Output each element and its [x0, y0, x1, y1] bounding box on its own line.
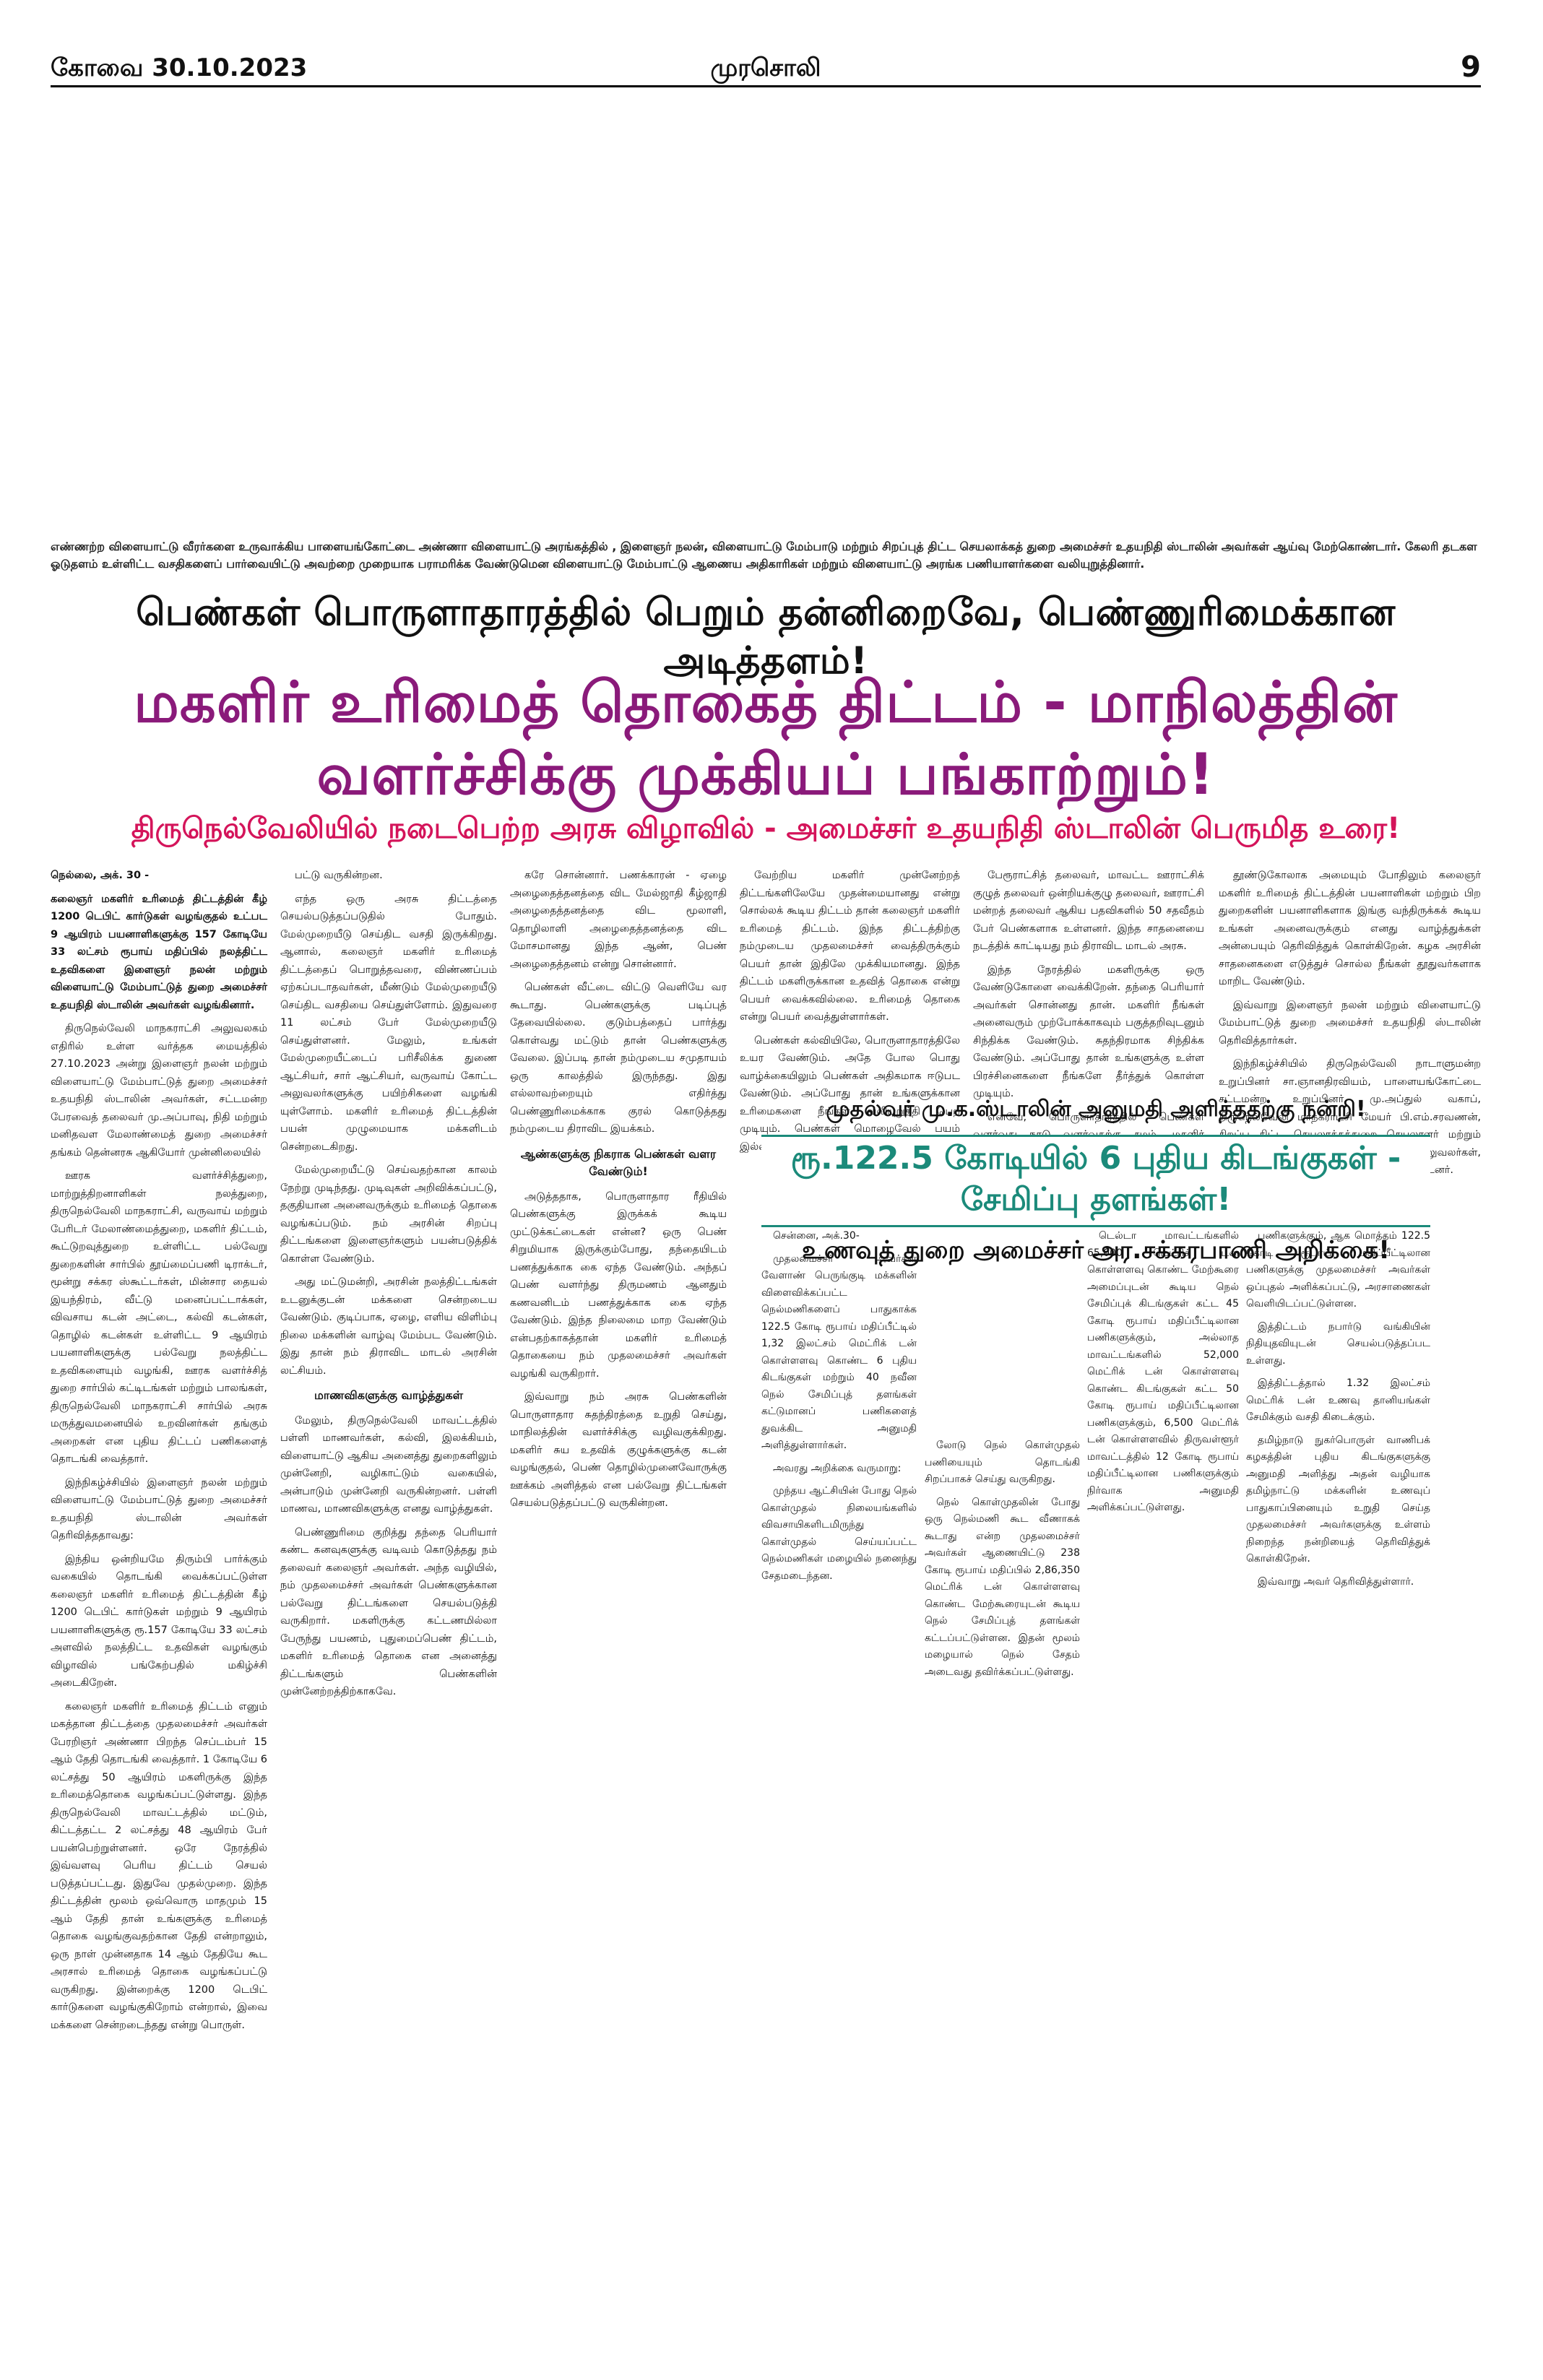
story-column-2: பட்டு வருகின்றன. எந்த ஒரு அரசு திட்டத்தை…: [280, 867, 497, 1707]
story-paragraph: லோடு நெல் கொள்முதல் பணியையும் தொடங்கி சி…: [925, 1440, 1080, 1485]
story-paragraph: பெண்கள் வீட்டை விட்டு வெளியே வர கூடாது. …: [510, 982, 727, 1135]
story-paragraph: திருநெல்வேலி மாநகராட்சி அலுவலகம் எதிரில்…: [51, 1023, 267, 1159]
story-paragraph: இந்நிகழ்ச்சியில் இளைஞர் நலன் மற்றும் விள…: [51, 1476, 267, 1542]
story-paragraph: பெண்கள் கல்வியிலே, பொருளாதாரத்திலே உயர வ…: [740, 1034, 960, 1153]
second-story-column-3: டெல்டா மாவட்டங்களில் 65,000 மெட்ரிக் டன்…: [1087, 1228, 1239, 1523]
story-paragraph: முந்தய ஆட்சியின் போது நெல் கொள்முதல் நில…: [761, 1485, 917, 1582]
story-paragraph: வேற்றிய மகளிர் முன்னேற்றத் திட்டங்களிலேய…: [740, 870, 960, 1023]
story-paragraph: பணிகளுக்கும், ஆக மொத்தம் 122.5 கோடி ரூபா…: [1246, 1230, 1430, 1310]
story-paragraph: இவ்வாறு அவர் தெரிவித்துள்ளார்.: [1258, 1575, 1414, 1588]
story-paragraph: முதலமைச்சர் அவர்கள் வேளாண் பெருங்குடி மக…: [761, 1252, 917, 1452]
story-paragraph: இந்த நேரத்தில் மகளிருக்கு ஒரு வேண்டுகோளை…: [973, 964, 1204, 1100]
story-paragraph: நெல் கொள்முதலின் போது ஒரு நெல்மணி கூட வீ…: [925, 1496, 1080, 1678]
city-date: கோவை 30.10.2023: [51, 53, 308, 82]
story-paragraph: பேரூராட்சித் தலைவர், மாவட்ட ஊராட்சிக் கு…: [973, 870, 1204, 952]
story-paragraph: கரே சொன்னார். பணக்காரன் - ஏழை அழைதைத்தனத…: [510, 870, 727, 970]
second-story-headline: ரூ.122.5 கோடியில் 6 புதிய கிடங்குகள் - ச…: [761, 1135, 1430, 1227]
section-subhead: ஆண்களுக்கு நிகராக பெண்கள் வளர வேண்டும்!: [520, 1146, 717, 1179]
story-paragraph: இவ்வாறு நம் அரசு பெண்களின் பொருளாதார சுத…: [510, 1391, 727, 1509]
story-paragraph: தூண்டுகோலாக அமையும் போதிலும் கலைஞர் மகளி…: [1219, 870, 1481, 987]
section-subhead: மாணவிகளுக்கு வாழ்த்துகள்: [314, 1388, 464, 1402]
story-paragraph: கலைஞர் மகளிர் உரிமைத் திட்டம் எனும் மகத்…: [51, 1700, 267, 2031]
second-story-column-1: சென்னை, அக்.30- முதலமைச்சர் அவர்கள் வேளா…: [761, 1228, 917, 1591]
story-column-4: வேற்றிய மகளிர் முன்னேற்றத் திட்டங்களிலேய…: [740, 867, 960, 1161]
story-paragraph: இத்திட்டத்தால் 1.32 இலட்சம் மெட்ரிக் டன்…: [1246, 1377, 1430, 1423]
story-column-3: கரே சொன்னார். பணக்காரன் - ஏழை அழைதைத்தனத…: [510, 867, 727, 1518]
story-paragraph: ஊரக வளர்ச்சித்துறை, மாற்றுத்திறனாளிகள் ந…: [51, 1170, 267, 1465]
story-paragraph: அடுத்ததாக, பொருளாதார ரீதியில் பெண்களுக்க…: [510, 1190, 727, 1380]
story-paragraph: பட்டு வருகின்றன.: [295, 870, 383, 881]
second-story-column-4: பணிகளுக்கும், ஆக மொத்தம் 122.5 கோடி ரூபா…: [1246, 1228, 1430, 1596]
second-story-column-2: லோடு நெல் கொள்முதல் பணியையும் தொடங்கி சி…: [925, 1437, 1080, 1687]
story-paragraph: பெண்ணுரிமை குறித்து தந்தை பெரியார் கண்ட …: [280, 1526, 497, 1698]
second-story-header: முதல்வர் மு.க.ஸ்டாலின் அனுமதி அளித்ததற்க…: [761, 1096, 1430, 1268]
story-paragraph: இத்திட்டம் நபார்டு வங்கியின் நிதியுதவியு…: [1246, 1320, 1430, 1367]
thanks-line: முதல்வர் மு.க.ஸ்டாலின் அனுமதி அளித்ததற்க…: [826, 1096, 1366, 1122]
story-paragraph: மேலும், திருநெல்வேலி மாவட்டத்தில் பள்ளி …: [280, 1414, 497, 1515]
main-story: நெல்லை, அக். 30 - கலைஞர் மகளிர் உரிமைத் …: [51, 867, 1481, 2369]
headline-main: மகளிர் உரிமைத் தொகைத் திட்டம் - மாநிலத்த…: [134, 670, 1398, 808]
second-story-subhead: உணவுத் துறை அமைச்சர் அர.சக்கரபாணி அறிக்க…: [802, 1236, 1390, 1265]
story-column-1: நெல்லை, அக். 30 - கலைஞர் மகளிர் உரிமைத் …: [51, 867, 267, 2040]
story-paragraph: எந்த ஒரு அரசு திட்டத்தை செயல்படுத்தப்படு…: [280, 893, 497, 1153]
story-paragraph: சென்னை, அக்.30-: [773, 1230, 860, 1242]
story-paragraph: டெல்டா மாவட்டங்களில் 65,000 மெட்ரிக் டன்…: [1087, 1230, 1239, 1513]
story-paragraph: அது மட்டுமன்றி, அரசின் நலத்திட்டங்கள் உட…: [280, 1276, 497, 1377]
story-lead: கலைஞர் மகளிர் உரிமைத் திட்டத்தின் கீழ் 1…: [51, 893, 267, 1011]
story-paragraph: அவரது அறிக்கை வருமாறு:: [773, 1462, 902, 1474]
page-header: கோவை 30.10.2023 முரசொலி 9: [51, 51, 1481, 87]
photo-caption: எண்ணற்ற விளையாட்டு வீரர்களை உருவாக்கிய ப…: [51, 540, 1477, 571]
story-paragraph: இவ்வாறு இளைஞர் நலன் மற்றும் விளையாட்டு ம…: [1219, 999, 1481, 1047]
headline-top: பெண்கள் பொருளாதாரத்தில் பெறும் தன்னிறைவே…: [136, 591, 1396, 683]
page-number: 9: [1461, 51, 1481, 84]
story-paragraph: இந்திய ஒன்றியமே திரும்பி பார்க்கும் வகைய…: [51, 1553, 267, 1689]
dateline: நெல்லை, அக். 30 -: [51, 870, 150, 881]
paper-name: முரசொலி: [710, 53, 821, 82]
story-paragraph: தமிழ்நாடு நுகர்பொருள் வாணிபக் கழகத்தின் …: [1246, 1434, 1430, 1565]
story-paragraph: மேல்முறையீட்டு செய்வதற்கான காலம் நேற்று …: [280, 1164, 497, 1265]
headline-sub: திருநெல்வேலியில் நடைபெற்ற அரசு விழாவில் …: [131, 812, 1401, 845]
news-photo: [51, 98, 1481, 531]
